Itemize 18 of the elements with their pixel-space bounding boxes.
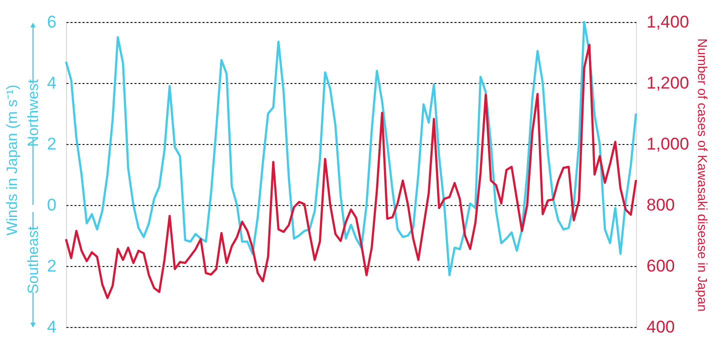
y2-tick-label: 1,000 (646, 134, 690, 154)
y-tick-label: 2 (47, 134, 56, 154)
y2-axis-title: Number of cases of Kawasaki disease in Japan (695, 38, 710, 312)
y2-tick-label: 600 (646, 256, 675, 276)
line-series (64, 44, 638, 300)
y2-tick-label: 1,400 (646, 12, 690, 32)
y-tick-label: 4 (47, 318, 56, 336)
text: Southeast (25, 225, 42, 294)
y-tick-label: 4 (47, 74, 56, 92)
y-tick-label: 6 (47, 12, 56, 32)
line-series (64, 20, 638, 276)
y-tick-label: 0 (47, 196, 56, 214)
y2-tick-label: 800 (646, 196, 675, 214)
text: Northwest (25, 78, 42, 147)
y2-tick-label: 1,200 (646, 74, 690, 92)
y-axis-title: Winds in Japan (m s⁻¹) (4, 84, 21, 236)
y-tick-label: 2 (47, 256, 56, 276)
y2-tick-label: 400 (646, 318, 675, 336)
